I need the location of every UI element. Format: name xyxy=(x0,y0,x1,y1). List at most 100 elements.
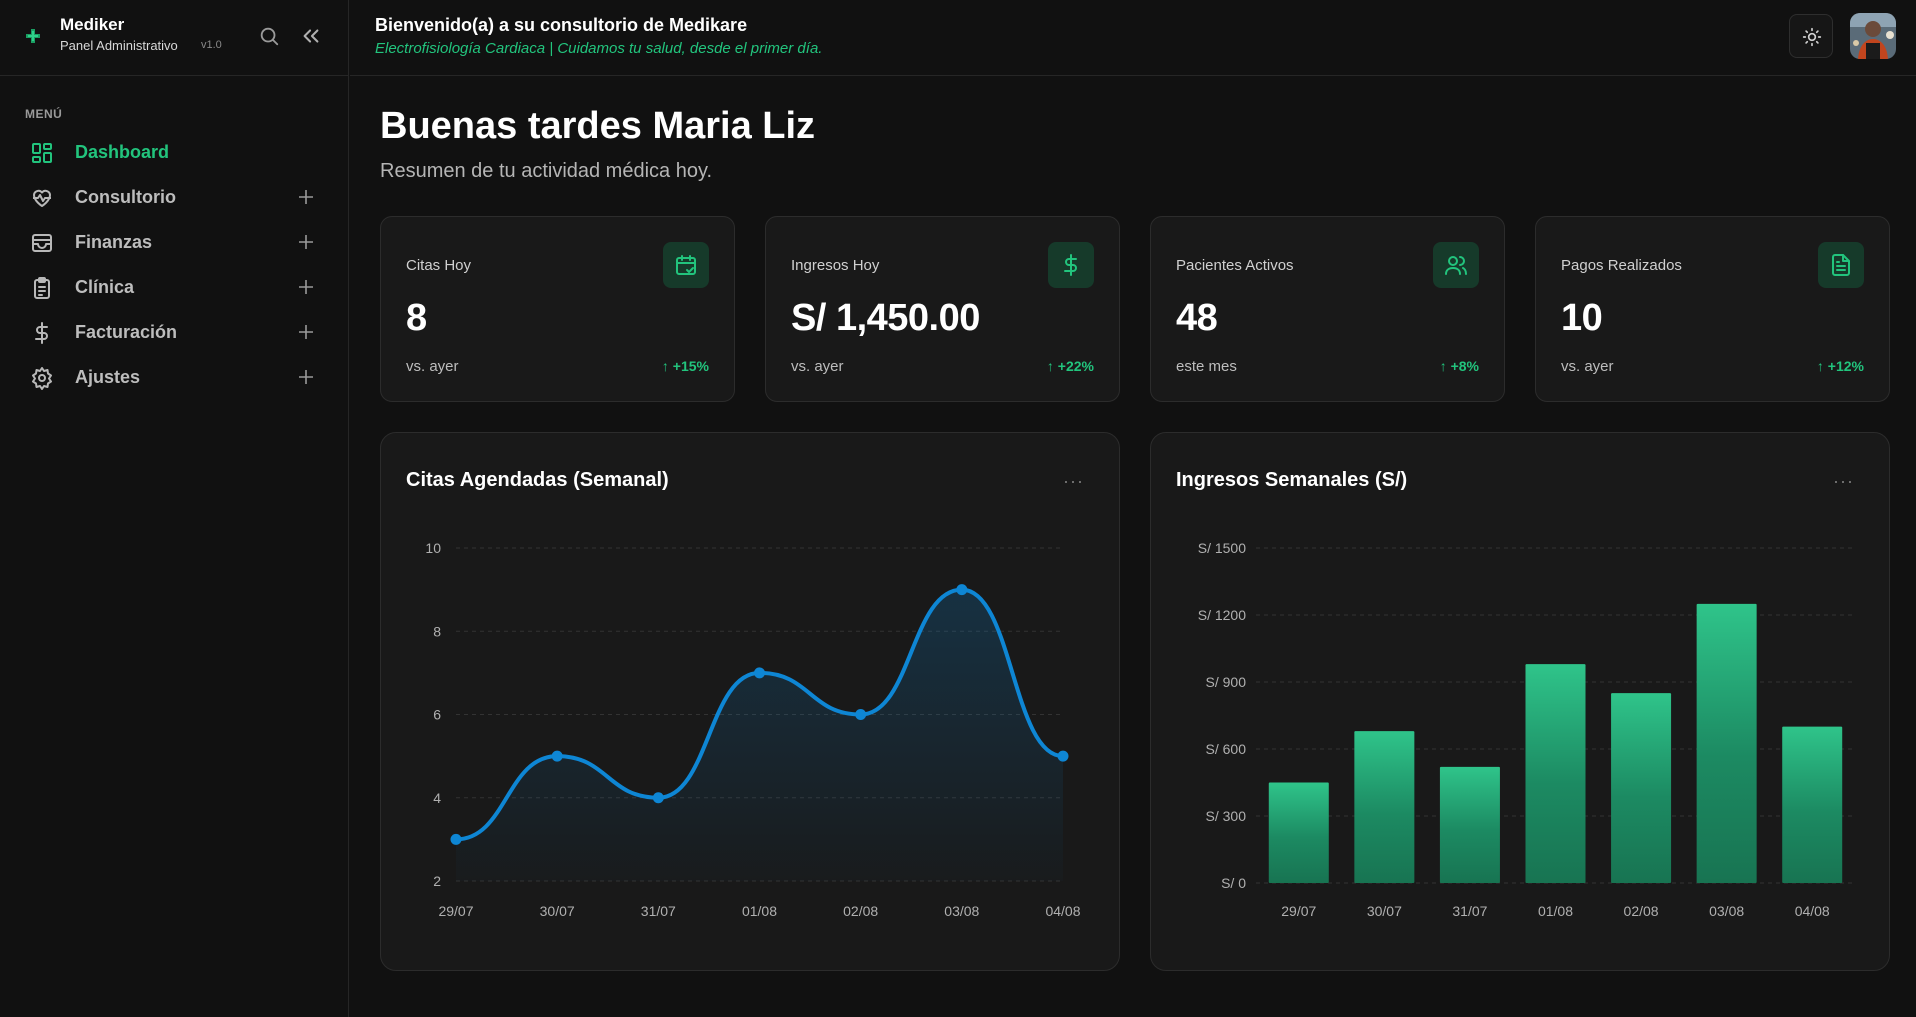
stat-comparison: vs. ayer xyxy=(406,358,459,375)
sidebar-item-label: Facturación xyxy=(75,322,178,342)
line-chart: 2 4 6 8 10 29/07 30/07 31/07 01/08 02/08 03/08 04/0… xyxy=(425,540,1080,919)
stat-comparison: vs. ayer xyxy=(1561,358,1614,375)
stat-card-pagos: Pagos Realizados 10 vs. ayer ↑ +12% xyxy=(1535,216,1890,402)
stat-card-citas: Citas Hoy 8 vs. ayer ↑ +15% xyxy=(380,216,735,402)
file-text-icon xyxy=(1832,254,1850,276)
bar xyxy=(1782,726,1843,883)
more-options-icon[interactable]: ··· xyxy=(1833,471,1854,491)
x-tick-label: 01/08 xyxy=(1538,903,1573,919)
x-tick-label: 04/08 xyxy=(1045,903,1080,919)
y-tick-label: S/ 0 xyxy=(1221,875,1246,891)
arrow-up-icon: ↑ xyxy=(1816,358,1828,374)
collapse-sidebar-icon[interactable] xyxy=(300,25,322,47)
bar-chart: S/ 0 S/ 300 S/ 600 S/ 900 S/ 1200 S/ 1500 29/0… xyxy=(1198,540,1855,919)
x-tick-label: 02/08 xyxy=(843,903,878,919)
stat-comparison: este mes xyxy=(1176,358,1237,375)
y-tick-label: S/ 900 xyxy=(1206,674,1247,690)
stat-change-value: +15% xyxy=(672,358,709,374)
users-icon xyxy=(1445,256,1467,275)
stat-value: 10 xyxy=(1561,297,1603,339)
x-tick-label: 29/07 xyxy=(1281,903,1316,919)
sidebar-item-dashboard[interactable]: Dashboard xyxy=(20,132,325,172)
theme-toggle-button[interactable] xyxy=(1789,14,1833,58)
stat-change: ↑ +15% xyxy=(662,358,709,374)
header-subtitle: Electrofisiología Cardiaca | Cuidamos tu… xyxy=(375,40,823,57)
chart-title: Citas Agendadas (Semanal) xyxy=(406,469,669,491)
search-icon[interactable] xyxy=(258,25,280,47)
x-tick-label: 31/07 xyxy=(641,903,676,919)
chart-card-ingresos: S/ 0 S/ 300 S/ 600 S/ 900 S/ 1200 S/ 1500 29/0… xyxy=(1150,432,1890,971)
plus-icon[interactable] xyxy=(297,188,315,206)
sidebar-item-ajustes[interactable]: Ajustes xyxy=(20,357,325,397)
header-title: Bienvenido(a) a su consultorio de Medika… xyxy=(375,15,748,35)
y-tick-label: 10 xyxy=(425,540,441,556)
logo-icon xyxy=(26,29,40,43)
y-tick-label: S/ 1500 xyxy=(1198,540,1246,556)
y-tick-label: 8 xyxy=(433,623,441,639)
sidebar-item-finanzas[interactable]: Finanzas xyxy=(20,222,325,262)
stat-card-ingresos: Ingresos Hoy S/ 1,450.00 vs. ayer ↑ +22% xyxy=(765,216,1120,402)
stat-change: ↑ +8% xyxy=(1440,358,1479,374)
stat-change-value: +22% xyxy=(1057,358,1094,374)
arrow-up-icon: ↑ xyxy=(1439,358,1451,374)
sidebar-item-clinica[interactable]: Clínica xyxy=(20,267,325,307)
bar xyxy=(1611,693,1672,883)
gear-icon xyxy=(32,367,52,390)
brand-subtitle: Panel Administrativo xyxy=(60,38,178,53)
x-tick-label: 01/08 xyxy=(742,903,777,919)
stat-value: 8 xyxy=(406,297,427,339)
heart-pulse-icon xyxy=(33,189,51,207)
x-tick-label: 29/07 xyxy=(438,903,473,919)
data-point xyxy=(450,833,462,845)
data-point xyxy=(551,750,563,762)
x-tick-label: 30/07 xyxy=(540,903,575,919)
stat-icon-box xyxy=(1048,242,1094,288)
bar xyxy=(1525,664,1586,883)
stat-label: Citas Hoy xyxy=(406,257,472,274)
stat-card-pacientes: Pacientes Activos 48 este mes ↑ +8% xyxy=(1150,216,1505,402)
stat-icon-box xyxy=(663,242,709,288)
arrow-up-icon: ↑ xyxy=(1046,358,1058,374)
user-avatar-image xyxy=(1850,13,1896,59)
sidebar-item-facturacion[interactable]: Facturación xyxy=(20,312,325,352)
stat-label: Ingresos Hoy xyxy=(791,257,880,274)
y-tick-label: 6 xyxy=(433,707,441,723)
x-tick-label: 03/08 xyxy=(1709,903,1744,919)
y-tick-label: S/ 300 xyxy=(1206,808,1247,824)
x-tick-label: 31/07 xyxy=(1452,903,1487,919)
brand: Mediker Panel Administrativo v1.0 xyxy=(0,0,348,76)
version-badge: v1.0 xyxy=(201,39,222,51)
avatar[interactable] xyxy=(1850,13,1896,59)
dashboard-icon xyxy=(32,143,52,163)
sidebar-item-label: Finanzas xyxy=(75,232,153,252)
sun-icon xyxy=(1802,27,1822,47)
dollar-icon xyxy=(1064,254,1077,276)
page-subtitle: Resumen de tu actividad médica hoy. xyxy=(380,160,713,182)
y-tick-label: S/ 600 xyxy=(1206,741,1247,757)
stat-label: Pagos Realizados xyxy=(1561,257,1682,274)
plus-icon[interactable] xyxy=(297,368,315,386)
stat-change: ↑ +12% xyxy=(1817,358,1864,374)
brand-name: Mediker xyxy=(60,15,125,34)
data-point xyxy=(855,709,867,720)
plus-icon[interactable] xyxy=(297,233,315,251)
y-tick-label: 4 xyxy=(433,790,441,806)
stat-change: ↑ +22% xyxy=(1047,358,1094,374)
stat-icon-box xyxy=(1433,242,1479,288)
menu-title: MENÚ xyxy=(25,107,63,121)
dollar-icon xyxy=(35,322,48,344)
x-tick-label: 03/08 xyxy=(944,903,979,919)
sidebar-item-label: Consultorio xyxy=(75,187,176,207)
sidebar: Mediker Panel Administrativo v1.0 MENÚ D… xyxy=(0,0,349,1017)
bar xyxy=(1439,766,1500,883)
stat-value: S/ 1,450.00 xyxy=(791,297,980,339)
bar xyxy=(1268,782,1329,883)
bar xyxy=(1354,731,1415,883)
more-options-icon[interactable]: ··· xyxy=(1063,471,1084,491)
sidebar-item-consultorio[interactable]: Consultorio xyxy=(20,177,325,217)
chart-card-citas: 2 4 6 8 10 29/07 30/07 31/07 01/08 02/08 03/08 04/0… xyxy=(380,432,1120,971)
data-point xyxy=(652,792,664,804)
chart-title: Ingresos Semanales (S/) xyxy=(1176,469,1408,491)
plus-icon[interactable] xyxy=(297,278,315,296)
plus-icon[interactable] xyxy=(297,323,315,341)
